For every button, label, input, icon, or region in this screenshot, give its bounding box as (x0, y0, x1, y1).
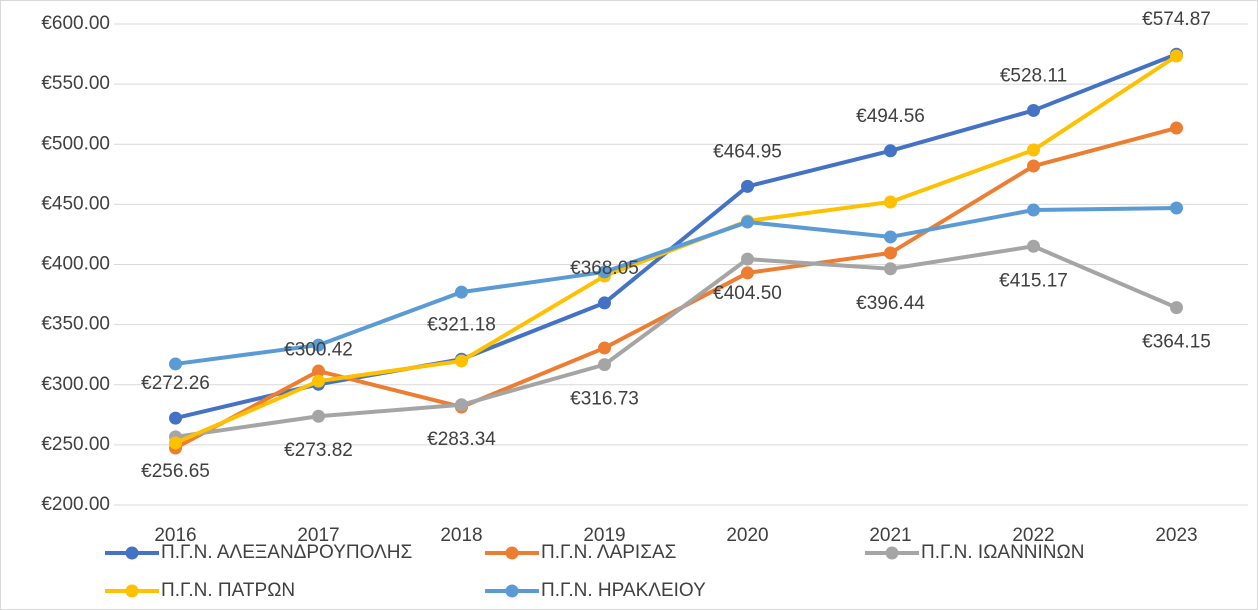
series-line (175, 205, 1177, 366)
x-tick-label: 2019 (583, 525, 625, 546)
data-point (741, 266, 754, 280)
data-label: €272.26 (141, 373, 210, 394)
y-tick-label: €200.00 (41, 494, 110, 515)
data-point (598, 296, 611, 310)
legend-marker (125, 584, 139, 598)
y-tick-label: €550.00 (41, 73, 110, 94)
x-tick-label: 2021 (869, 525, 911, 546)
data-point (884, 246, 897, 260)
legend-label: Π.Γ.Ν. ΛΑΡΙΣΑΣ (541, 542, 676, 563)
data-point (884, 144, 897, 158)
x-tick-label: 2017 (297, 525, 339, 546)
data-point (741, 179, 754, 193)
data-point (741, 215, 754, 229)
data-point (1027, 159, 1040, 173)
y-tick-label: €350.00 (41, 314, 110, 335)
data-point (455, 398, 468, 412)
data-point (884, 195, 897, 209)
y-tick-label: €500.00 (41, 133, 110, 154)
legend-marker (885, 546, 899, 560)
legend-marker (125, 546, 139, 560)
data-point (1027, 203, 1040, 217)
data-label: €316.73 (570, 389, 639, 410)
data-point (884, 262, 897, 276)
data-label: €368.05 (570, 258, 639, 279)
data-point (455, 354, 468, 368)
y-tick-label: €400.00 (41, 254, 110, 275)
data-label: €415.17 (999, 270, 1068, 291)
data-point (312, 364, 325, 378)
data-label: €256.65 (141, 461, 210, 482)
y-tick-label: €250.00 (41, 434, 110, 455)
legend-label: Π.Γ.Ν. ΑΛΕΞΑΝΔΡΟΥΠΟΛΗΣ (161, 542, 412, 563)
x-tick-label: 2023 (1155, 525, 1197, 546)
data-label: €321.18 (427, 314, 496, 335)
data-point (598, 341, 611, 355)
x-tick-label: 2020 (726, 525, 768, 546)
data-label: €574.87 (1142, 9, 1211, 30)
data-point (741, 252, 754, 266)
legend-label: Π.Γ.Ν. ΗΡΑΚΛΕΙΟΥ (541, 580, 706, 601)
data-label: €273.82 (284, 440, 353, 461)
data-point (169, 436, 182, 450)
data-point (1170, 301, 1183, 315)
data-label: €396.44 (856, 293, 925, 314)
data-label: €283.34 (427, 429, 496, 450)
legend-marker (505, 546, 519, 560)
data-label: €494.56 (856, 106, 925, 127)
data-point (312, 409, 325, 423)
legend-label: Π.Γ.Ν. ΙΩΑΝΝΙΝΩΝ (921, 542, 1084, 563)
y-tick-label: €300.00 (41, 374, 110, 395)
x-tick-label: 2022 (1012, 525, 1054, 546)
data-label: €404.50 (713, 283, 782, 304)
data-label: €528.11 (1000, 65, 1067, 86)
legend-marker (505, 584, 519, 598)
data-point (312, 338, 325, 352)
data-point (169, 411, 182, 425)
data-point (169, 357, 182, 371)
data-label: €364.15 (1142, 332, 1211, 353)
y-tick-label: €600.00 (41, 13, 110, 34)
data-point (1027, 143, 1040, 157)
data-point (598, 265, 611, 279)
x-tick-label: 2016 (154, 525, 196, 546)
data-point (1027, 239, 1040, 253)
series-line (175, 244, 1178, 439)
data-point (1170, 49, 1183, 63)
data-point (598, 358, 611, 372)
x-tick-label: 2018 (440, 525, 482, 546)
data-point (1027, 103, 1040, 117)
data-point (1170, 201, 1183, 215)
data-label: €300.42 (284, 339, 353, 360)
data-point (455, 285, 468, 299)
data-point (312, 374, 325, 388)
legend-label: Π.Γ.Ν. ΠΑΤΡΩΝ (161, 580, 295, 601)
y-tick-label: €450.00 (41, 193, 110, 214)
data-point (884, 230, 897, 244)
series-line (175, 52, 1178, 421)
data-label: €464.95 (713, 141, 782, 162)
data-point (1170, 121, 1183, 135)
